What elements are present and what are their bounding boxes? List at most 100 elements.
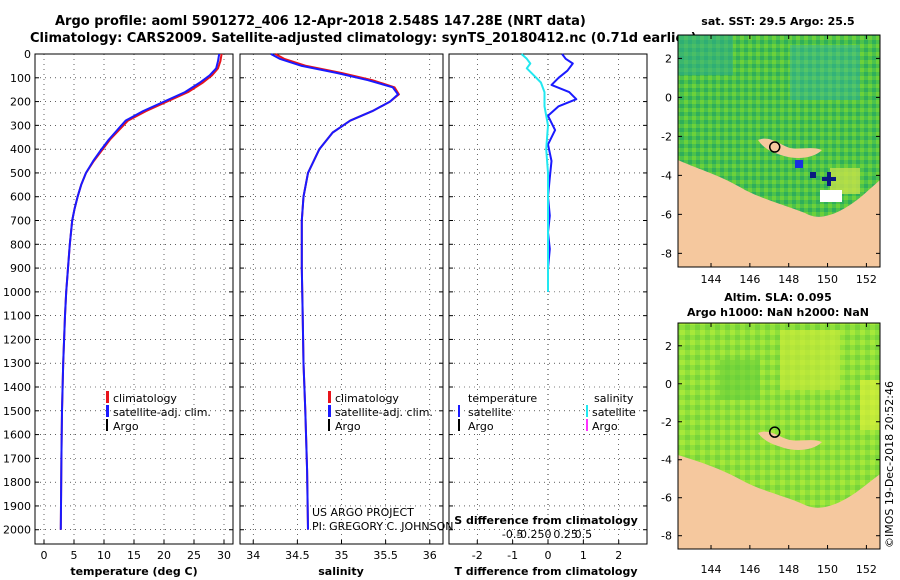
legend-label-temp-argo: Argo <box>468 420 494 433</box>
y-tick-label: 2 <box>665 52 672 65</box>
x-tick-label: 1 <box>580 549 587 562</box>
sst-map-ticks: 144 146 148 150 152 2 0 -2 -4 -6 -8 <box>661 35 880 286</box>
sla-high-patch <box>860 380 880 430</box>
legend-label-sal-argo: Argo <box>592 420 618 433</box>
x-tick-label: 20 <box>157 549 171 562</box>
y-tick-label: 800 <box>10 238 31 251</box>
x-tick-label: 25 <box>187 549 201 562</box>
x-tick-label-secondary: 0.5 <box>575 528 593 541</box>
legend-label-climatology: climatology <box>113 392 177 405</box>
legend-label-sal-satellite: satellite <box>592 406 636 419</box>
sst-map-frame <box>677 34 881 268</box>
credit-pi: PI: GREGORY C. JOHNSON <box>312 520 453 533</box>
series-line-satellite-adj-clim- <box>59 53 221 530</box>
difference-legend: temperature satellite Argo salinity sate… <box>458 392 636 433</box>
x-tick-label: 15 <box>127 549 141 562</box>
x-tick-label: 35 <box>335 549 349 562</box>
x-tick-label: 36 <box>423 549 437 562</box>
sst-cold-cell <box>822 177 836 181</box>
series-line-temperature-satellite <box>547 53 578 292</box>
y-tick-label: 400 <box>10 143 31 156</box>
argo-marker-circle <box>768 141 781 153</box>
y-tick-label: 1000 <box>3 286 31 299</box>
y-tick-label: 700 <box>10 215 31 228</box>
legend-label-climatology: climatology <box>335 392 399 405</box>
legend-swatch-climatology <box>328 391 331 403</box>
x-tick-label: 144 <box>701 563 722 576</box>
x-tick-label: -1 <box>507 549 518 562</box>
temperature-xlabel: temperature (deg C) <box>70 565 197 578</box>
series-line-satellite-adj-clim- <box>270 53 399 530</box>
header-line-1: Argo profile: aoml 5901272_406 12-Apr-20… <box>55 14 586 29</box>
legend-label-satellite: satellite-adj. clim. <box>113 406 211 419</box>
y-tick-label: -8 <box>661 530 672 543</box>
sst-cold-cell <box>795 160 803 168</box>
sla-map-frame <box>677 322 881 550</box>
temperature-legend: climatology satellite-adj. clim. Argo <box>106 391 211 433</box>
sla-map: 144 146 148 150 152 2 0 -2 -4 -6 -8 <box>661 322 881 576</box>
y-tick-label: 2000 <box>3 524 31 537</box>
credit-project: US ARGO PROJECT <box>312 506 414 519</box>
x-tick-label: 144 <box>701 273 722 286</box>
x-tick-label: 146 <box>739 273 760 286</box>
legend-heading-salinity: salinity <box>594 392 634 405</box>
sla-map-ticks: 144 146 148 150 152 2 0 -2 -4 -6 -8 <box>661 323 880 576</box>
y-tick-label: -2 <box>661 130 672 143</box>
y-tick-label: 1900 <box>3 500 31 513</box>
legend-label-argo: Argo <box>335 420 361 433</box>
y-tick-label: 1300 <box>3 357 31 370</box>
legend-swatch-argo <box>106 419 108 431</box>
difference-chart: -2 -1 0 1 2-0.5-0.25 0 0.250.5 <box>449 53 647 562</box>
difference-xlabel-t: T difference from climatology <box>454 565 637 578</box>
x-tick-label: 35.5 <box>373 549 398 562</box>
argo-location-marker <box>768 426 781 438</box>
y-tick-label: 0 <box>665 378 672 391</box>
x-tick-label: 10 <box>97 549 111 562</box>
y-tick-label: -6 <box>661 492 672 505</box>
sst-map: 144 146 148 150 152 2 0 -2 -4 -6 -8 <box>661 34 881 286</box>
x-tick-label: 0 <box>545 549 552 562</box>
y-tick-label: 1500 <box>3 405 31 418</box>
y-tick-label: 1100 <box>3 310 31 323</box>
y-tick-label: 500 <box>10 167 31 180</box>
x-tick-label: 152 <box>856 563 877 576</box>
legend-label-argo: Argo <box>113 420 139 433</box>
sst-cool-patch <box>678 35 733 75</box>
x-tick-label: 2 <box>615 549 622 562</box>
y-tick-label: 0 <box>665 91 672 104</box>
land-new-ireland <box>758 431 822 450</box>
y-tick-label: 2 <box>665 340 672 353</box>
argo-marker-circle <box>768 426 781 438</box>
y-tick-label: 600 <box>10 191 31 204</box>
sla-high-patch <box>780 330 840 390</box>
header-line-2: Climatology: CARS2009. Satellite-adjuste… <box>30 31 697 46</box>
y-tick-label: -4 <box>661 169 672 182</box>
sst-nodata-patch <box>820 190 842 202</box>
legend-swatch-satellite <box>106 405 109 417</box>
temperature-chart: 0100200300400500600700800900100011001200… <box>3 48 233 562</box>
sst-cold-cell <box>810 172 816 178</box>
y-tick-label: 1200 <box>3 333 31 346</box>
difference-xlabel-s: S difference from climatology <box>454 514 638 527</box>
y-tick-label: -4 <box>661 454 672 467</box>
land-new-guinea <box>678 160 880 267</box>
sla-low-patch <box>720 360 760 400</box>
series-line-salinity-satellite <box>520 53 549 292</box>
x-tick-label: 34.5 <box>285 549 310 562</box>
legend-swatch-argo <box>328 419 330 431</box>
y-tick-label: 300 <box>10 119 31 132</box>
x-tick-label: 150 <box>817 273 838 286</box>
legend-swatch-sal-argo <box>586 419 588 431</box>
x-tick-label: -2 <box>472 549 483 562</box>
x-tick-label: 152 <box>856 273 877 286</box>
y-tick-label: 0 <box>24 48 31 61</box>
legend-swatch-climatology <box>106 391 109 403</box>
x-tick-label: 150 <box>817 563 838 576</box>
legend-swatch-sal-satellite <box>586 405 588 417</box>
y-tick-label: -2 <box>661 416 672 429</box>
x-tick-label-secondary: -0.25 <box>516 528 544 541</box>
sst-map-title: sat. SST: 29.5 Argo: 25.5 <box>701 15 854 28</box>
series-line-climatology <box>59 53 223 530</box>
sst-cool-patch <box>790 45 860 100</box>
